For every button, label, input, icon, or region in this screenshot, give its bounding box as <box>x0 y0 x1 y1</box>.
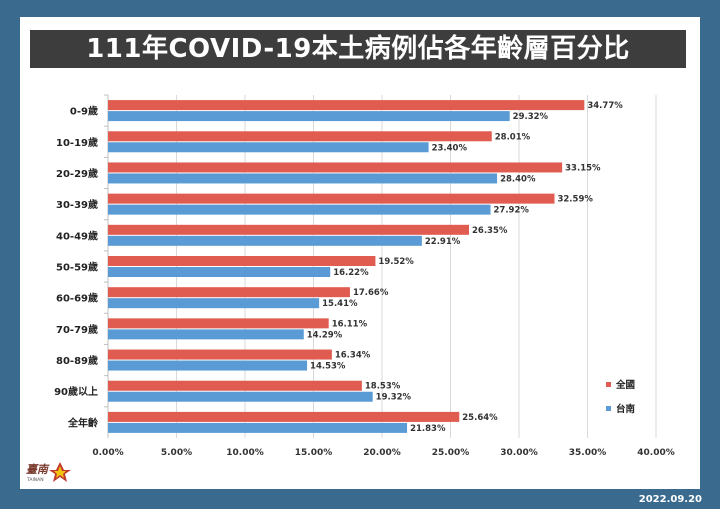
bar-tainan <box>108 360 308 371</box>
data-label: 28.40% <box>500 174 536 184</box>
chart-frame <box>20 17 700 489</box>
data-label: 25.64% <box>462 413 498 423</box>
data-label: 19.52% <box>378 257 414 267</box>
x-tick-label: 20.00% <box>363 448 401 458</box>
data-label: 16.11% <box>332 319 368 329</box>
bar-tainan <box>108 235 422 246</box>
x-tick-label: 15.00% <box>295 448 333 458</box>
data-label: 27.92% <box>494 206 530 216</box>
data-label: 32.59% <box>557 195 593 205</box>
legend-swatch <box>606 382 611 387</box>
data-label: 14.29% <box>307 330 343 340</box>
bar-national <box>108 256 376 266</box>
category-label: 30-39歲 <box>56 198 98 211</box>
bar-tainan <box>108 298 320 309</box>
bar-national <box>108 380 362 391</box>
bar-national <box>108 162 563 173</box>
footer-date: 2022.09.20 <box>638 494 702 505</box>
svg-text:臺南: 臺南 <box>26 463 50 476</box>
category-label: 80-89歲 <box>56 354 98 367</box>
x-tick-label: 25.00% <box>432 448 470 458</box>
bar-tainan <box>108 422 408 433</box>
bar-tainan <box>108 391 373 402</box>
bar-national <box>108 100 585 111</box>
page-title: 111年COVID-19本土病例佔各年齡層百分比 <box>30 30 686 68</box>
bar-national <box>108 349 332 360</box>
data-label: 17.66% <box>353 288 389 298</box>
bar-national <box>108 411 460 422</box>
category-label: 0-9歲 <box>70 105 98 118</box>
data-label: 34.77% <box>587 101 623 111</box>
data-label: 16.22% <box>333 268 369 278</box>
data-label: 18.53% <box>365 382 401 392</box>
x-tick-label: 0.00% <box>92 448 123 458</box>
category-label: 50-59歲 <box>56 261 98 274</box>
category-label: 70-79歲 <box>56 323 98 336</box>
legend-swatch <box>606 406 611 411</box>
bar-tainan <box>108 329 304 340</box>
data-label: 33.15% <box>565 163 601 173</box>
category-label: 90歲以上 <box>54 385 98 398</box>
data-label: 23.40% <box>432 143 468 153</box>
bar-tainan <box>108 204 491 215</box>
x-tick-label: 35.00% <box>569 448 607 458</box>
data-label: 28.01% <box>495 132 531 142</box>
bar-tainan <box>108 142 429 153</box>
bar-national <box>108 193 555 204</box>
tainan-logo-icon: 臺南 TAINAN <box>26 462 71 483</box>
category-label: 全年齡 <box>67 416 98 429</box>
category-label: 40-49歲 <box>56 229 98 242</box>
data-label: 22.91% <box>425 237 461 247</box>
x-tick-label: 10.00% <box>226 448 264 458</box>
data-label: 15.41% <box>322 299 358 309</box>
x-tick-label: 40.00% <box>637 448 675 458</box>
x-tick-label: 30.00% <box>500 448 538 458</box>
bar-tainan <box>108 267 331 277</box>
svg-text:TAINAN: TAINAN <box>26 477 44 483</box>
data-label: 14.53% <box>310 362 346 372</box>
bar-tainan <box>108 111 510 122</box>
bar-national <box>108 287 350 298</box>
category-label: 10-19歲 <box>56 136 98 149</box>
bar-tainan <box>108 173 498 184</box>
data-label: 26.35% <box>472 226 508 236</box>
bar-national <box>108 318 329 329</box>
bar-national <box>108 224 469 235</box>
data-label: 29.32% <box>513 112 549 122</box>
legend-label: 台南 <box>616 403 636 415</box>
category-label: 20-29歲 <box>56 167 98 180</box>
data-label: 16.34% <box>335 351 371 361</box>
data-label: 19.32% <box>376 393 412 403</box>
category-label: 60-69歲 <box>56 292 98 305</box>
data-label: 21.83% <box>410 424 446 434</box>
x-tick-label: 5.00% <box>161 448 192 458</box>
bar-national <box>108 131 492 142</box>
legend-label: 全國 <box>615 379 635 391</box>
